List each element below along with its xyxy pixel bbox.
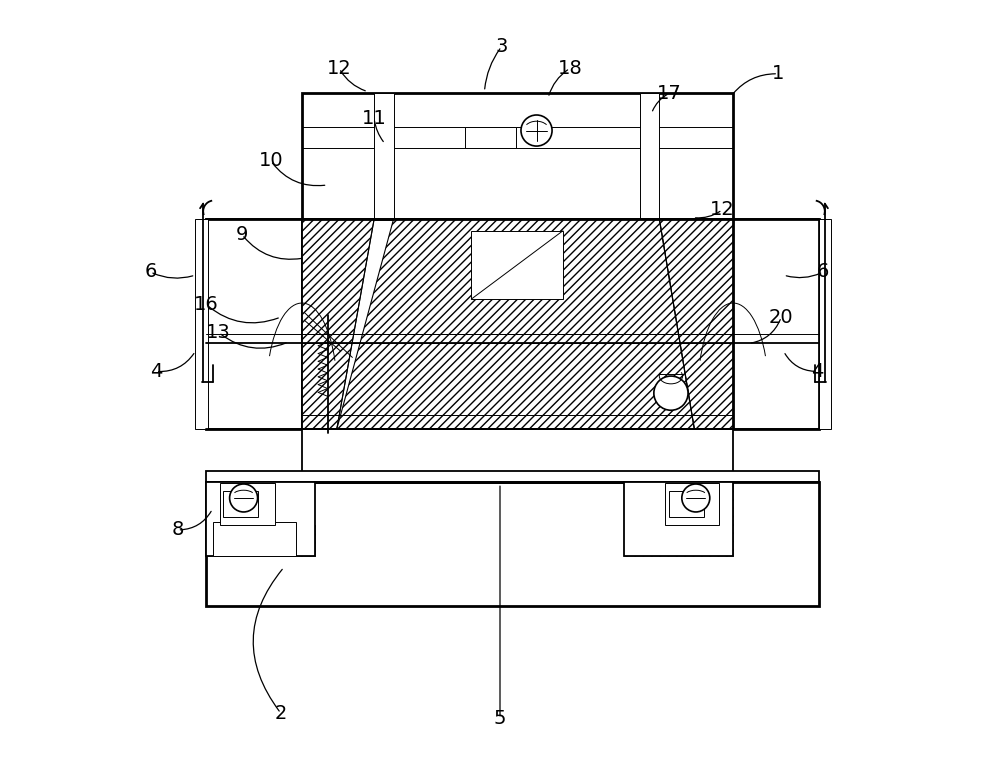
Polygon shape — [733, 219, 819, 429]
Polygon shape — [714, 482, 733, 524]
Bar — [665, 483, 719, 524]
Text: 12: 12 — [327, 59, 352, 78]
Bar — [471, 231, 563, 299]
Bar — [733, 219, 819, 429]
Polygon shape — [337, 219, 694, 429]
Bar — [302, 93, 733, 219]
Bar — [640, 93, 659, 219]
Text: 13: 13 — [206, 323, 231, 342]
Text: 18: 18 — [558, 59, 582, 78]
Bar — [624, 482, 733, 556]
Circle shape — [521, 115, 552, 146]
Bar — [374, 93, 394, 219]
Circle shape — [654, 376, 688, 410]
Bar — [195, 219, 208, 429]
Polygon shape — [206, 524, 315, 556]
Text: 17: 17 — [657, 84, 682, 103]
Bar — [302, 429, 733, 483]
Text: 6: 6 — [817, 263, 829, 281]
Circle shape — [682, 484, 710, 512]
Polygon shape — [302, 219, 374, 429]
Text: 12: 12 — [710, 200, 735, 219]
Polygon shape — [206, 482, 226, 524]
Polygon shape — [226, 524, 315, 556]
Bar — [223, 491, 258, 517]
Text: 9: 9 — [236, 225, 248, 244]
Text: 8: 8 — [171, 521, 184, 539]
Bar — [669, 491, 704, 517]
Polygon shape — [302, 93, 348, 219]
Polygon shape — [686, 93, 733, 219]
Text: 10: 10 — [258, 152, 283, 170]
Bar — [819, 219, 831, 429]
Polygon shape — [659, 219, 733, 429]
Bar — [465, 127, 516, 148]
Bar — [206, 471, 819, 483]
Bar — [213, 522, 296, 556]
Bar — [206, 482, 315, 556]
Text: 4: 4 — [811, 362, 823, 381]
Bar — [206, 482, 819, 606]
Text: 2: 2 — [275, 704, 287, 723]
Polygon shape — [624, 482, 644, 524]
Bar — [220, 483, 275, 524]
Text: 1: 1 — [772, 64, 784, 83]
Polygon shape — [348, 93, 686, 107]
Text: 4: 4 — [150, 362, 162, 381]
Polygon shape — [624, 524, 733, 556]
Text: 3: 3 — [495, 37, 508, 56]
Bar — [206, 219, 302, 429]
Text: 20: 20 — [769, 308, 794, 326]
Text: 6: 6 — [144, 263, 157, 281]
Circle shape — [230, 484, 258, 512]
Polygon shape — [206, 219, 302, 429]
Text: 5: 5 — [494, 709, 506, 728]
Text: 16: 16 — [194, 295, 219, 314]
Text: 11: 11 — [362, 109, 387, 127]
